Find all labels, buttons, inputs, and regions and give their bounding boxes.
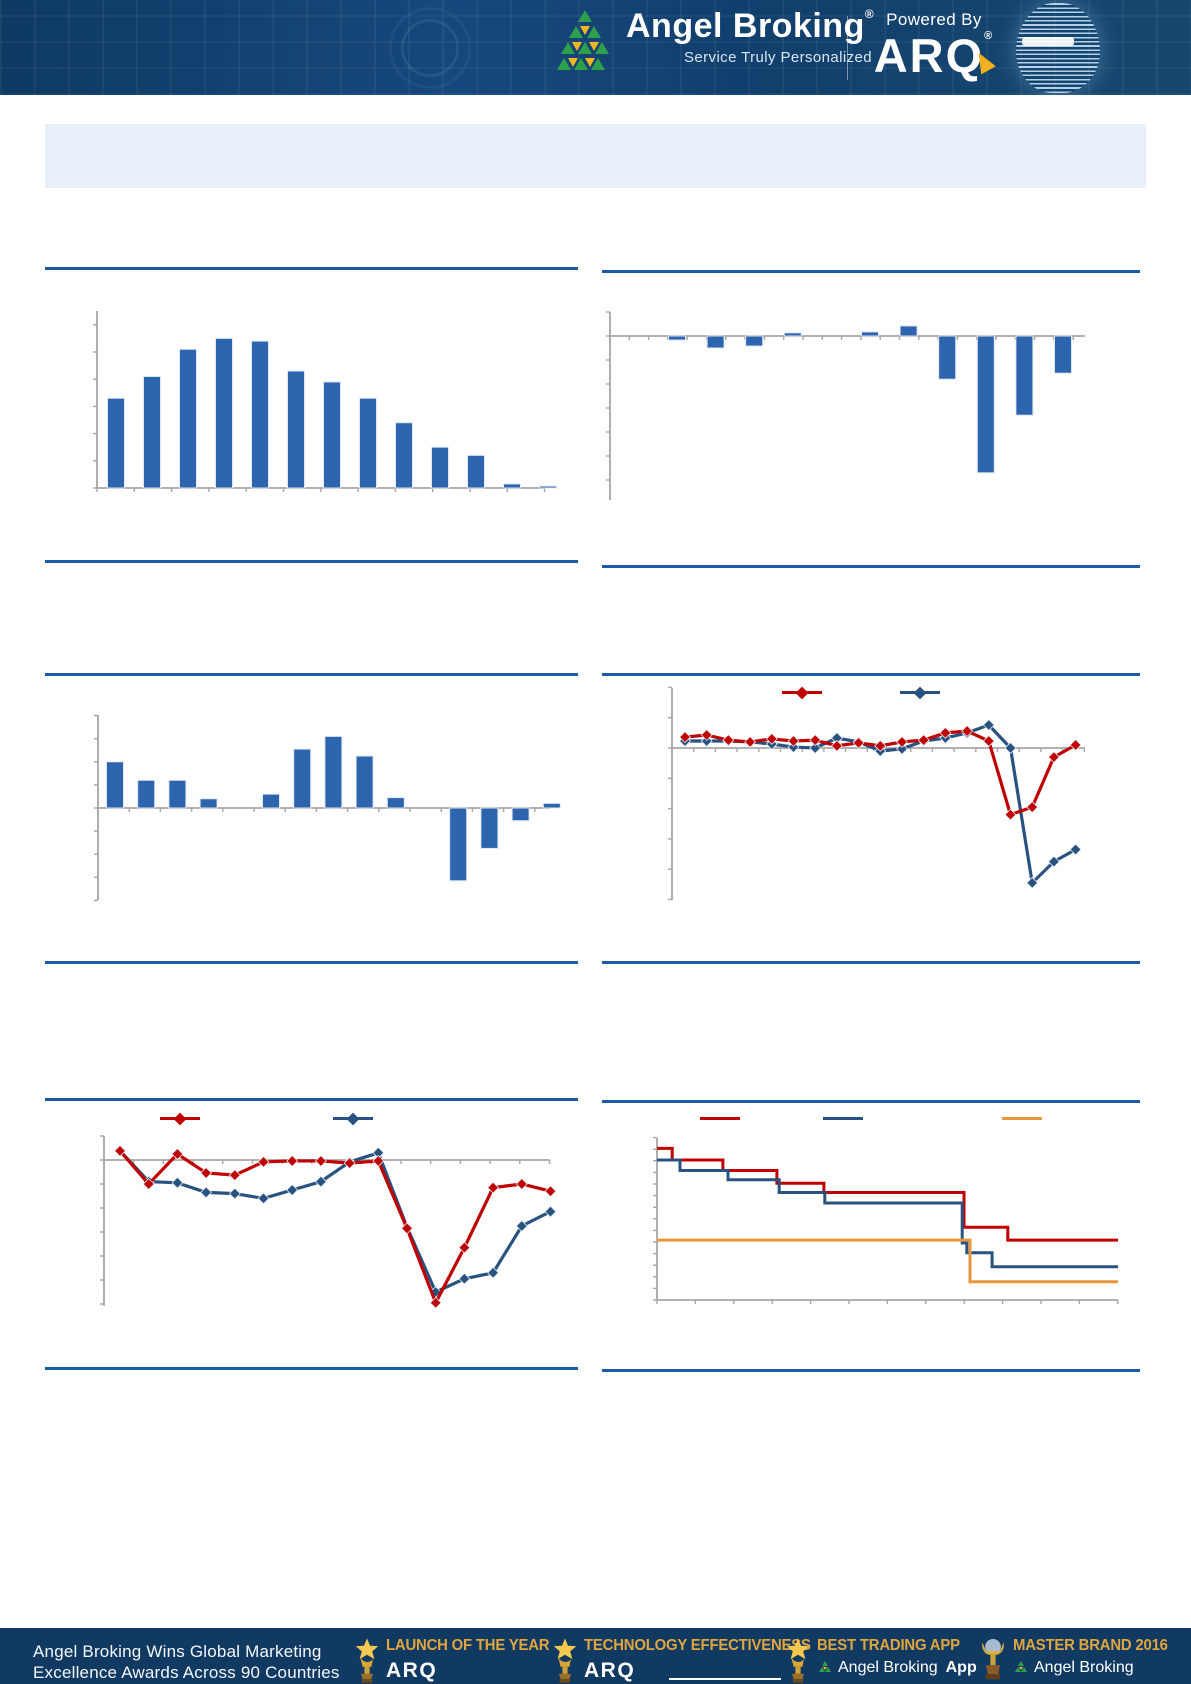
trophy-globe-icon [982,1639,1004,1680]
exhibit-6-step-chart [602,1110,1140,1305]
award-text: TECHNOLOGY EFFECTIVENESS ARQ [584,1637,828,1683]
legend-red-swatch [160,1112,200,1125]
exhibit-3-bar-chart [45,700,578,905]
award-subtitle: ARQ [386,1659,438,1682]
awards-headline: Angel Broking Wins Global Marketing Exce… [33,1641,340,1683]
award-best-trading-app: BEST TRADING APP Angel Broking App [785,1637,977,1683]
trophy-star-icon [553,1638,577,1683]
angel-broking-mini-logo-icon [819,1661,831,1672]
powered-by-block: Powered By ARQ® [858,10,1010,80]
award-text: LAUNCH OF THE YEAR ARQ [386,1637,562,1683]
footer-banner: Angel Broking Wins Global Marketing Exce… [0,1628,1191,1684]
exhibit-4-bottom-rule [602,961,1140,964]
awards-headline-line2: Excellence Awards Across 90 Countries [33,1663,340,1682]
brand-text-block: Angel Broking® Service Truly Personalize… [626,7,875,67]
footer-divider [669,1678,781,1680]
exhibit-5-bottom-rule [45,1367,578,1370]
exhibit-1-bottom-rule [45,560,578,563]
legend-navy-swatch [333,1112,373,1125]
exhibit-2-bar-chart [602,290,1140,505]
award-text: BEST TRADING APP Angel Broking App [817,1637,977,1677]
award-title: TECHNOLOGY EFFECTIVENESS [584,1637,811,1654]
award-title: LAUNCH OF THE YEAR [386,1637,550,1654]
exhibit-6-title-rule [602,1100,1140,1103]
legend-navy-swatch [823,1117,863,1120]
trophy-star-icon [355,1638,379,1683]
report-title-band [45,124,1146,188]
brand-tagline: Service Truly Personalized [684,49,872,67]
header-divider [847,16,848,80]
exhibit-4-title-rule [602,673,1140,676]
arq-logo: ARQ® [858,30,1010,80]
brand-name: Angel Broking® [626,7,875,45]
exhibit-2-title-rule [602,270,1140,273]
legend-orange-swatch [1002,1117,1042,1120]
exhibit-2-bottom-rule [602,565,1140,568]
exhibit-4-line-chart [602,680,1140,910]
award-subtitle: ARQ [584,1659,636,1682]
exhibit-6-bottom-rule [602,1369,1140,1372]
digital-face-graphic [1016,3,1100,93]
award-text: MASTER BRAND 2016 Angel Broking [1013,1637,1179,1677]
award-subtitle: Angel Broking [1013,1659,1179,1677]
legend-navy-swatch [900,686,940,699]
award-title: BEST TRADING APP [817,1637,960,1654]
angel-broking-logo-icon [557,10,609,70]
angel-broking-mini-logo-icon [1015,1661,1027,1672]
award-subtitle: Angel Broking App [817,1659,977,1677]
exhibit-1-bar-chart [45,290,578,505]
exhibit-3-bottom-rule [45,961,578,964]
exhibit-1-title-rule [45,267,578,270]
exhibit-5-title-rule [45,1098,578,1101]
award-technology-effectiveness: TECHNOLOGY EFFECTIVENESS ARQ [552,1637,828,1683]
brand-registered-mark: ® [864,7,875,21]
award-title: MASTER BRAND 2016 [1013,1637,1168,1654]
trophy-star-icon [786,1638,810,1683]
powered-by-label: Powered By [886,10,982,29]
award-launch-of-the-year: LAUNCH OF THE YEAR ARQ [354,1637,562,1683]
awards-headline-line1: Angel Broking Wins Global Marketing [33,1642,322,1661]
arq-registered-mark: ® [984,30,995,42]
brand-lockup: Angel Broking® Service Truly Personalize… [556,7,875,82]
header-banner: Angel Broking® Service Truly Personalize… [0,0,1191,95]
legend-red-swatch [782,686,822,699]
exhibit-5-line-chart [45,1110,578,1310]
exhibit-3-title-rule [45,673,578,676]
award-master-brand-2016: MASTER BRAND 2016 Angel Broking [979,1637,1179,1683]
legend-red-swatch [700,1117,740,1120]
